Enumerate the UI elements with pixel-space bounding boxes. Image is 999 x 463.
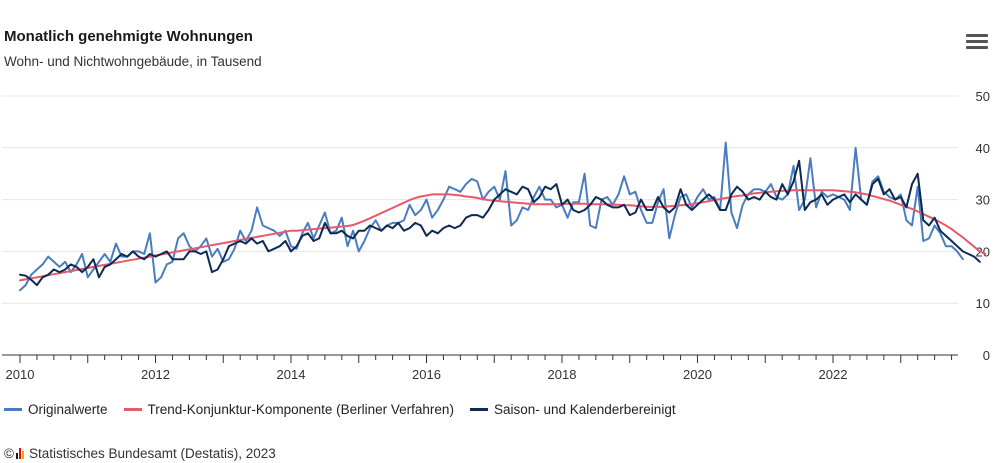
legend-label: Trend-Konjunktur-Komponente (Berliner Ve…	[147, 402, 454, 417]
series-line-3	[19, 159, 981, 287]
menu-bar	[966, 40, 988, 43]
x-tick-label: 2020	[683, 367, 712, 382]
hamburger-menu-icon[interactable]	[966, 34, 988, 52]
credits-text: Statistisches Bundesamt (Destatis), 2023	[28, 446, 276, 461]
legend-swatch	[4, 408, 22, 411]
x-tick-label: 2022	[819, 367, 848, 382]
legend-swatch	[123, 408, 142, 411]
legend-label: Saison- und Kalenderbereinigt	[493, 402, 676, 417]
chart-title: Monatlich genehmigte Wohnungen	[4, 28, 253, 45]
y-tick-label: 50	[976, 89, 990, 104]
y-tick-label: 30	[976, 193, 990, 208]
legend-item[interactable]: Originalwerte	[4, 402, 108, 417]
x-tick-label: 2012	[141, 367, 170, 382]
destatis-logo-icon	[15, 448, 25, 459]
x-tick-label: 2018	[548, 367, 577, 382]
chart-subtitle: Wohn- und Nichtwohngebäude, in Tausend	[4, 54, 262, 69]
series-line-1	[19, 141, 964, 292]
y-tick-label: 40	[976, 141, 990, 156]
chart-legend: Originalwerte Trend-Konjunktur-Komponente…	[4, 399, 692, 417]
legend-label: Originalwerte	[28, 402, 108, 417]
y-tick-label: 0	[983, 348, 990, 363]
x-tick-label: 2010	[6, 367, 35, 382]
credits: © Statistisches Bundesamt (Destatis), 20…	[4, 446, 276, 461]
x-tick-label: 2016	[412, 367, 441, 382]
series-line-2	[19, 189, 987, 282]
x-tick-label: 2014	[277, 367, 306, 382]
copyright-symbol: ©	[4, 446, 14, 461]
menu-bar	[966, 46, 988, 49]
legend-swatch	[469, 408, 488, 411]
menu-bar	[966, 34, 988, 37]
legend-item[interactable]: Saison- und Kalenderbereinigt	[469, 402, 676, 417]
legend-item[interactable]: Trend-Konjunktur-Komponente (Berliner Ve…	[123, 402, 454, 417]
y-tick-label: 10	[976, 296, 990, 311]
